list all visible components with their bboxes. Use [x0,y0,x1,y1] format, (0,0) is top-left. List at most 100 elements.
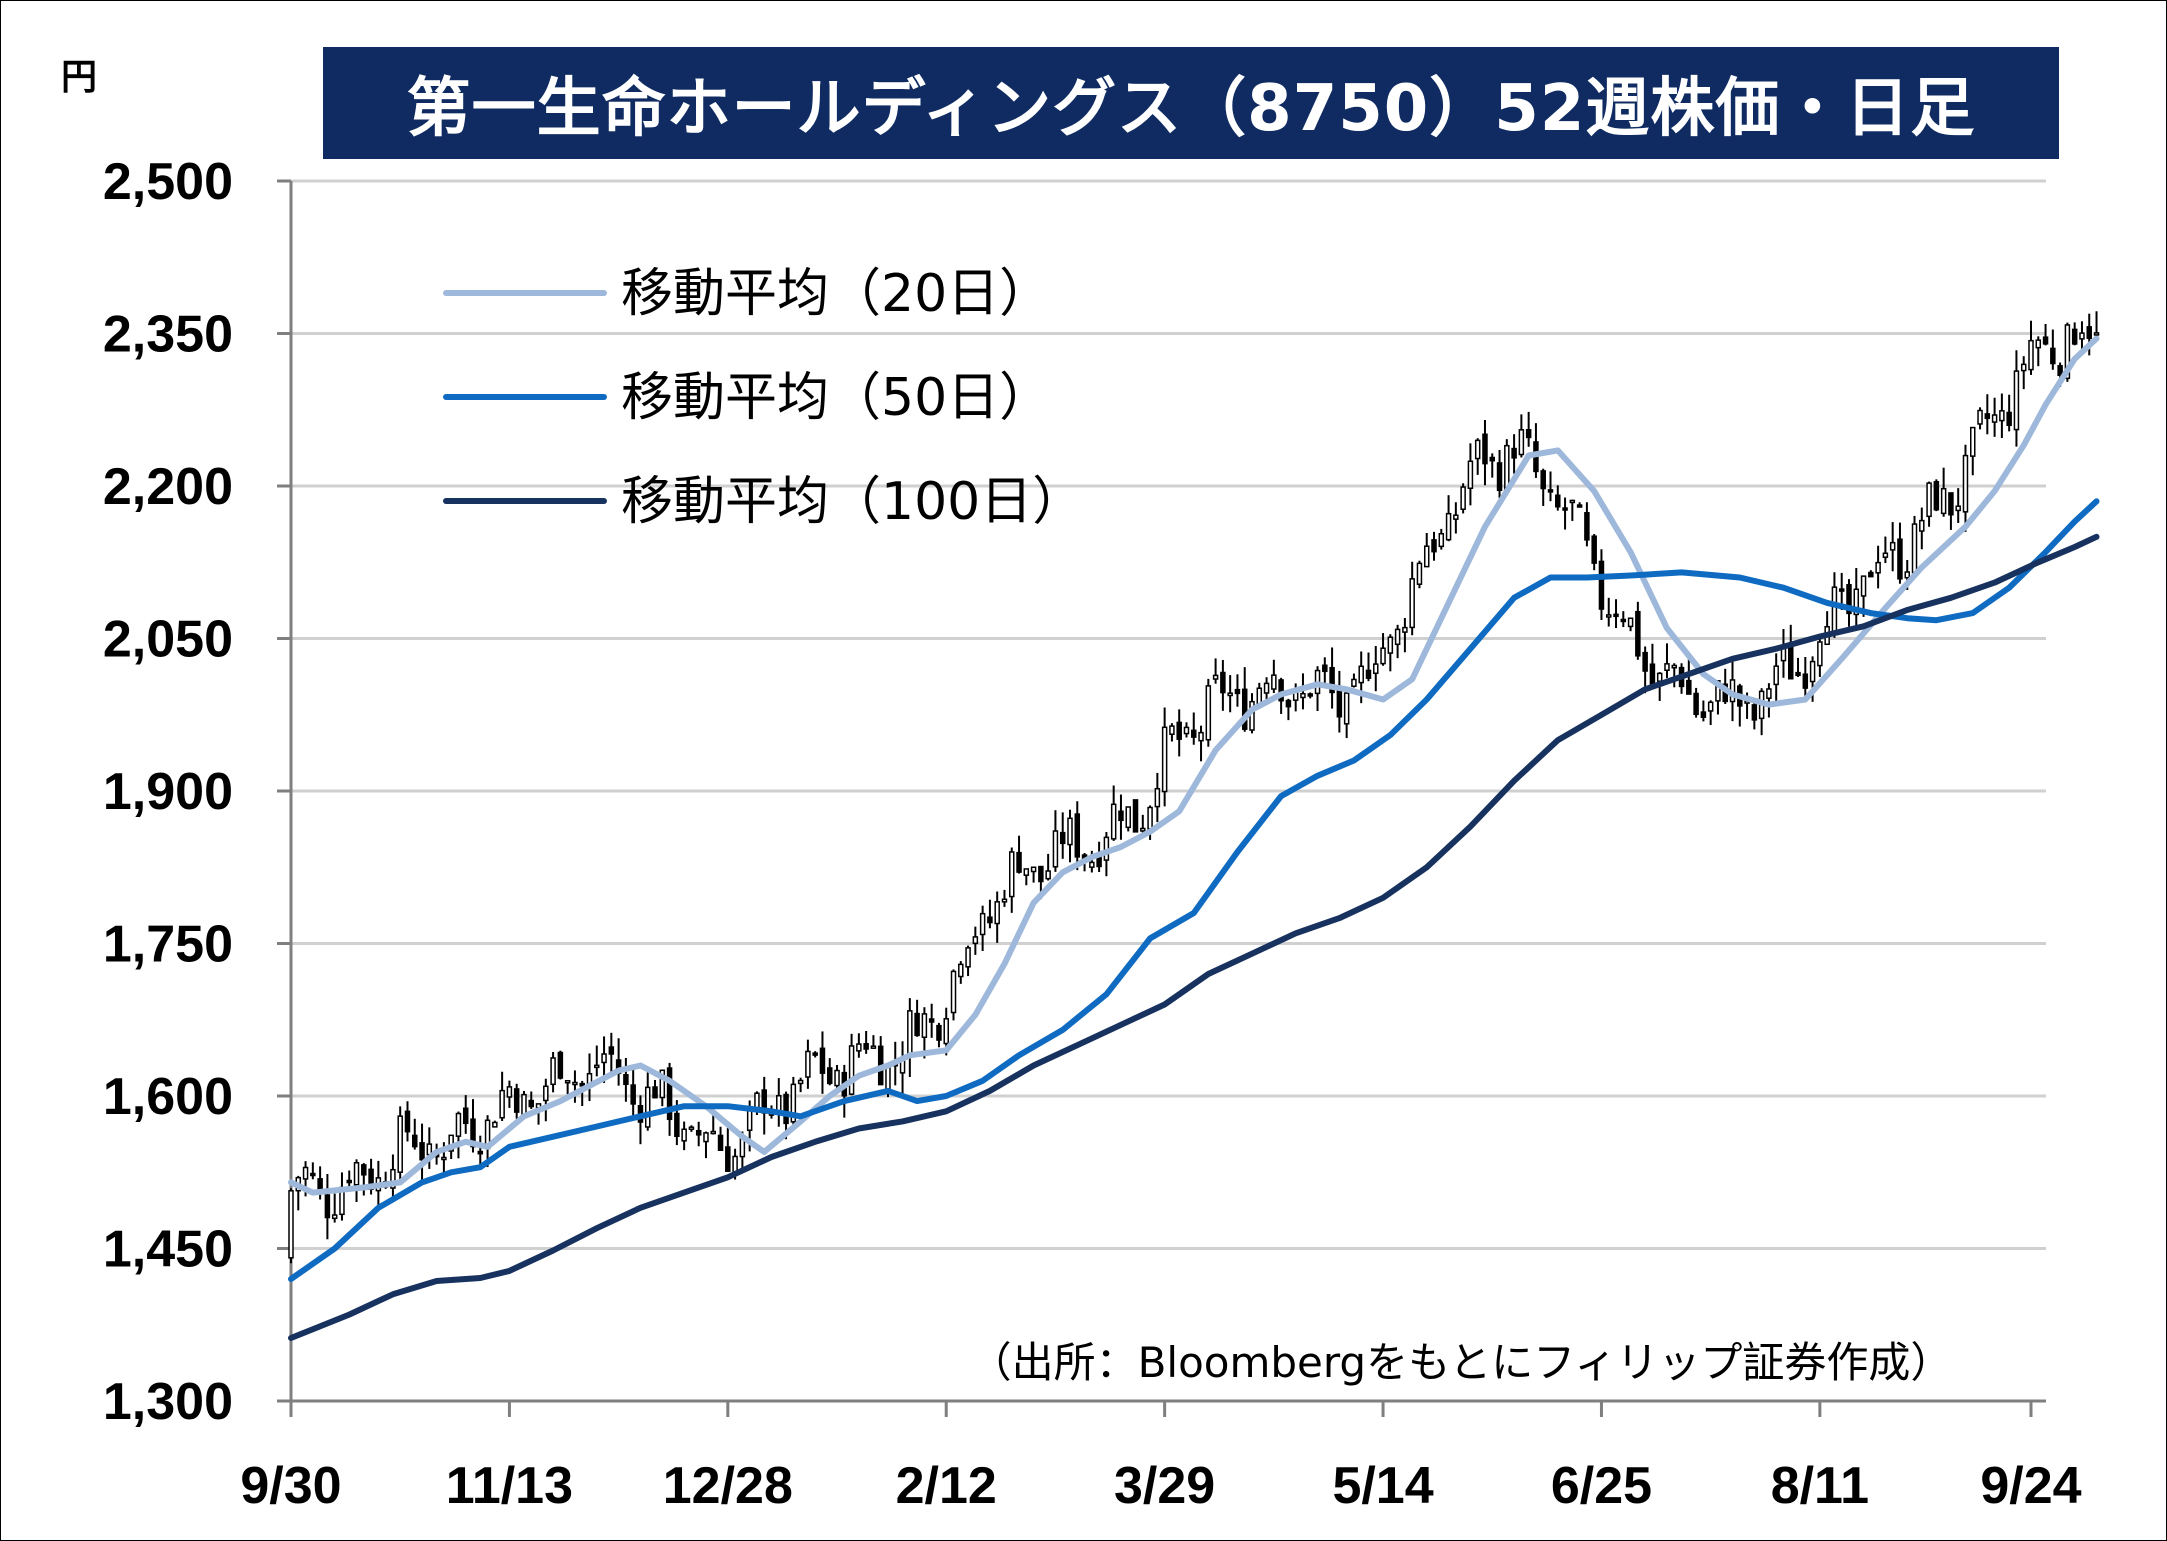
x-tick-label: 2/12 [896,1457,997,1515]
candle-body [1482,433,1488,465]
candle-body [972,936,979,945]
candle-body [863,1042,869,1050]
candle-body [1416,562,1423,585]
y-tick-label: 1,750 [103,916,233,974]
candle-body [2006,411,2012,427]
candle-body [848,1045,855,1095]
candle-body [2086,326,2092,339]
candle-body [674,1112,680,1137]
candle-body [499,1089,505,1119]
candle-body [1518,429,1525,456]
y-tick-label: 2,200 [103,458,233,516]
candle-body [1016,851,1022,873]
candle-body [1889,541,1896,551]
y-tick-label: 1,300 [103,1373,233,1431]
candle-body [1576,504,1583,508]
y-tick-label: 2,350 [103,306,233,364]
candle-body [870,1045,877,1049]
candle-body [477,1150,484,1155]
candle-body [1271,674,1277,690]
candle-body [644,1086,651,1128]
candle-body [346,1179,352,1184]
candle-body [492,1121,498,1128]
candle-body [1919,519,1925,532]
candle-body [1955,505,1961,512]
candle-body [419,1142,425,1161]
candle-body [1809,660,1816,683]
candle-body [1161,726,1168,793]
candle-body [805,1050,811,1078]
candle-body [1351,678,1357,687]
legend: 移動平均（20日） 移動平均（50日） 移動平均（100日） [443,264,1084,532]
candle-body [797,1079,804,1085]
candle-body [1023,868,1030,876]
candle-body [1110,803,1117,840]
candle-body [1140,827,1146,832]
candle-body [1831,586,1838,634]
candle-body [1394,628,1401,646]
candle-body [550,1057,556,1086]
candle-body [623,1074,629,1086]
candle-body [1584,512,1590,541]
candle-body [1132,799,1139,833]
candle-body [361,1164,367,1176]
candle-body [1868,571,1874,578]
x-tick-label: 5/14 [1332,1457,1433,1515]
candle-body [1365,669,1372,679]
candle-body [1511,447,1517,459]
ma-line-2 [288,498,2100,1282]
candle-body [1656,672,1663,682]
candle-body [1642,651,1648,672]
candle-body [1627,617,1634,628]
candle-body [1970,426,1976,457]
candle-body [441,1156,447,1161]
candle-body [2035,339,2042,349]
candle-body [1926,482,1932,518]
candle-body [543,1085,549,1102]
candle-body [987,916,993,924]
candle-body [1045,870,1051,880]
candle-body [1853,588,1860,616]
candle-body [819,1047,826,1074]
candle-body [1176,721,1182,740]
candle-body [695,1130,702,1136]
candle-body [1766,688,1772,699]
candle-body [572,1081,578,1086]
candle-body [958,963,964,978]
x-tick-label: 9/30 [240,1457,341,1515]
candle-body [1059,831,1066,845]
candle-body [1569,499,1576,504]
legend-label: 移動平均（50日） [621,368,1051,428]
candle-body [1649,663,1656,685]
candle-body [1322,664,1328,673]
candle-body [1438,532,1445,548]
candle-body [608,1046,615,1055]
candle-body [1453,514,1459,520]
candle-body [2064,324,2071,380]
candle-body [1001,898,1008,903]
y-tick-label: 1,450 [103,1221,233,1279]
candle-body [1227,692,1233,697]
candle-body [1613,613,1619,618]
candle-body [1387,636,1394,654]
candle-body [746,1108,753,1131]
candle-body [404,1110,411,1133]
candle-body [630,1084,636,1105]
candle-body [1380,647,1386,665]
candle-body [1154,787,1161,808]
candle-body [826,1067,833,1085]
candle-body [1030,866,1037,873]
candle-body [1547,489,1554,493]
candle-body [528,1099,535,1108]
candle-body [703,1132,709,1143]
candle-body [1875,561,1881,574]
candle-body [462,1107,469,1125]
candle-body [928,1018,935,1023]
candle-body [1496,462,1503,492]
ma-line-3 [288,533,2100,1341]
candle-body [1220,671,1226,694]
candle-body [979,912,986,936]
candle-body [310,1172,316,1177]
candle-body [1183,726,1190,735]
